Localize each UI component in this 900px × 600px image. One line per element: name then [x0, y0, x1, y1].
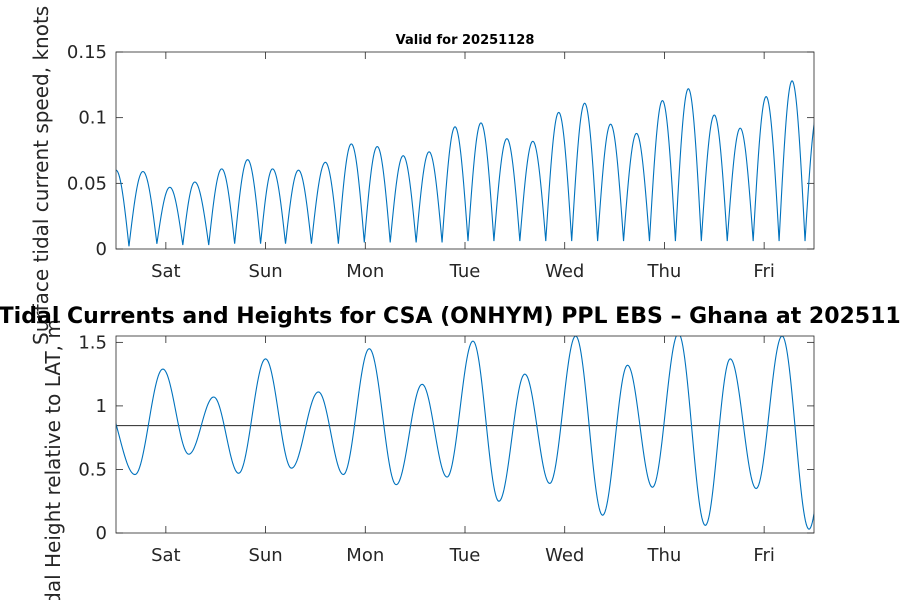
tidal-height-y-tick-label: 0.5	[78, 459, 107, 480]
tidal-height-plot-area	[116, 336, 814, 533]
current-speed-y-tick-label: 0.05	[67, 173, 107, 194]
current-speed-x-tick-label: Mon	[346, 261, 384, 282]
tidal-height-x-tick-label: Thu	[647, 545, 682, 566]
tidal-height-ticks: 0 0.5 1 1.5 Sat Sun Mon Tue Wed Thu Fri	[78, 332, 814, 566]
current-speed-y-tick-label: 0.15	[67, 42, 107, 63]
tidal-height-title: Tidal Currents and Heights for CSA (ONHY…	[0, 304, 900, 329]
current-speed-x-tick-label: Wed	[545, 261, 584, 282]
current-speed-x-tick-label: Tue	[449, 261, 481, 282]
tidal-height-y-axis-label: Tidal Height relative to LAT, m	[41, 319, 65, 600]
tidal-height-x-tick-label: Fri	[753, 545, 774, 566]
tidal-height-y-tick-label: 1	[96, 396, 107, 417]
current-speed-plot-area	[116, 52, 814, 249]
tidal-height-axes-frame	[115, 335, 815, 534]
tidal-height-axes: 0 0.5 1 1.5 Sat Sun Mon Tue Wed Thu Fri	[78, 332, 815, 566]
current-speed-x-tick-label: Thu	[647, 261, 682, 282]
tidal-height-y-tick-label: 1.5	[78, 332, 107, 353]
current-speed-x-tick-label: Fri	[753, 261, 774, 282]
tidal-height-series-line	[116, 336, 814, 530]
current-speed-ticks: 0 0.05 0.1 0.15 Sat Sun Mon Tue Wed Thu Fri	[67, 42, 814, 282]
current-speed-y-tick-label: 0	[96, 239, 107, 260]
current-speed-series-line	[116, 80, 814, 247]
tidal-height-x-tick-label: Sun	[248, 545, 282, 566]
tidal-height-x-tick-label: Mon	[346, 545, 384, 566]
tidal-height-x-tick-label: Tue	[449, 545, 481, 566]
tidal-height-x-tick-label: Sat	[151, 545, 181, 566]
tidal-height-x-tick-label: Wed	[545, 545, 584, 566]
current-speed-axes-frame	[115, 51, 815, 250]
tidal-height-y-tick-label: 0	[96, 523, 107, 544]
current-speed-x-tick-label: Sun	[248, 261, 282, 282]
current-speed-title: Valid for 20251128	[396, 33, 535, 48]
current-speed-axes: 0 0.05 0.1 0.15 Sat Sun Mon Tue Wed Thu Fri Valid …	[67, 33, 815, 282]
current-speed-y-axis-label: Surface tidal current speed, knots	[29, 6, 53, 345]
current-speed-x-tick-label: Sat	[151, 261, 181, 282]
current-speed-y-tick-label: 0.1	[78, 108, 107, 129]
